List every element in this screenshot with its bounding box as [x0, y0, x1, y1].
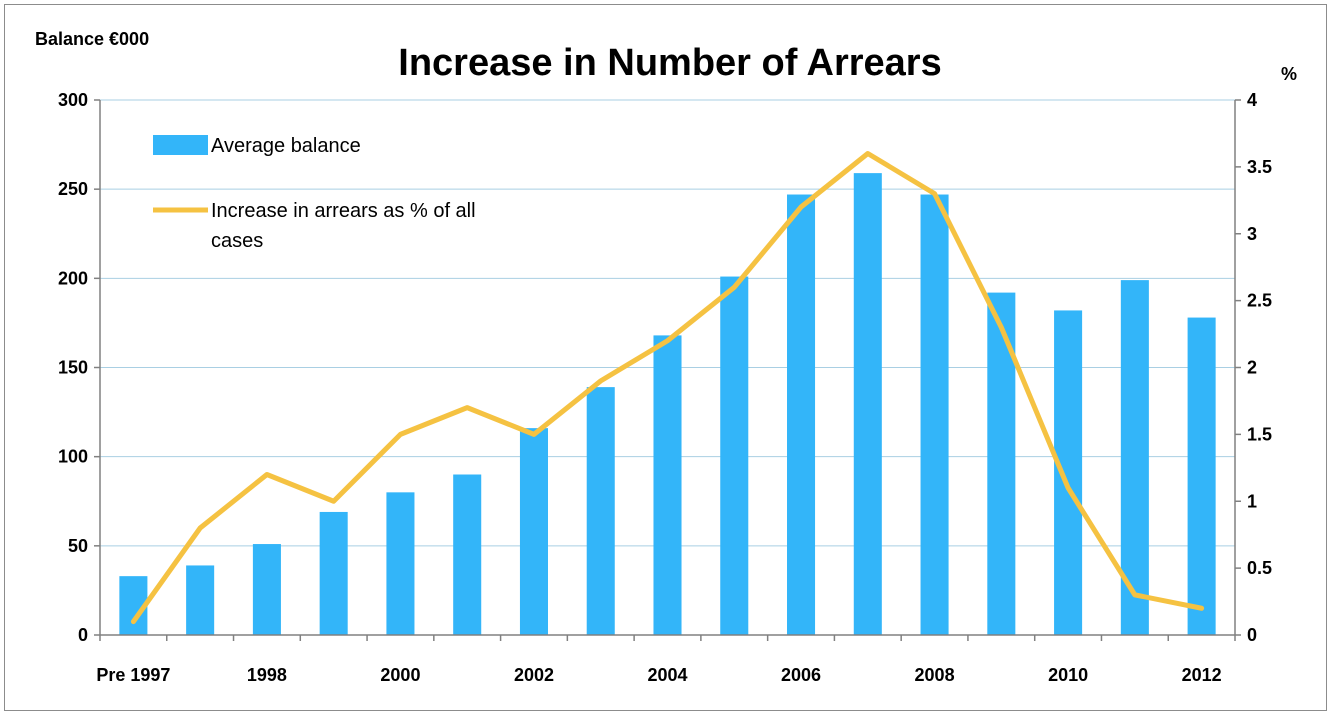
right-tick-label: 1.5 [1247, 424, 1272, 444]
right-tick-label: 2.5 [1247, 291, 1272, 311]
right-tick-label: 3.5 [1247, 157, 1272, 177]
x-tick-label: Pre 1997 [96, 665, 170, 685]
right-tick-label: 3 [1247, 224, 1257, 244]
x-tick-label: 2000 [380, 665, 420, 685]
left-tick-label: 100 [58, 447, 88, 467]
right-tick-label: 0.5 [1247, 558, 1272, 578]
legend-swatch-bar [153, 135, 208, 155]
left-tick-label: 200 [58, 268, 88, 288]
right-tick-label: 1 [1247, 491, 1257, 511]
bar [453, 474, 482, 635]
combo-chart: 0 50 100 150 200 250 300 0 0.5 1 1.5 2 2.5 3 3.5 4 Pre… [35, 29, 1297, 685]
x-tick-label: 2010 [1048, 665, 1088, 685]
bar [1187, 317, 1216, 635]
bar-series [119, 173, 1216, 635]
bar [720, 276, 749, 635]
x-tick-label: 1998 [247, 665, 287, 685]
line-series [130, 151, 1205, 625]
bar [252, 544, 281, 635]
right-axis-unit: % [1281, 64, 1297, 84]
x-tick-label: 2006 [781, 665, 821, 685]
bar [519, 428, 548, 635]
bar [853, 173, 882, 635]
legend: Average balance Increase in arrears as %… [153, 135, 481, 252]
left-tick-label: 300 [58, 90, 88, 110]
bar [586, 387, 615, 635]
right-tick-label: 2 [1247, 358, 1257, 378]
right-tick-label: 0 [1247, 625, 1257, 645]
bar [987, 292, 1016, 635]
x-tick-label: 2004 [647, 665, 687, 685]
bar [787, 194, 816, 635]
x-tick-label: 2002 [514, 665, 554, 685]
chart-title: Increase in Number of Arrears [398, 42, 941, 84]
bar [920, 194, 949, 635]
legend-label-bar: Average balance [211, 135, 361, 157]
left-tick-label: 50 [68, 536, 88, 556]
left-tick-label: 0 [78, 625, 88, 645]
bar [186, 565, 215, 635]
right-tick-label: 4 [1247, 90, 1257, 110]
left-tick-label: 150 [58, 358, 88, 378]
left-tick-label: 250 [58, 179, 88, 199]
right-axis-ticks: 0 0.5 1 1.5 2 2.5 3 3.5 4 [1235, 90, 1272, 645]
x-tick-label: 2008 [915, 665, 955, 685]
bar [319, 511, 348, 635]
legend-label-line-part1: Increase in arrears as % of all [211, 200, 476, 222]
chart-frame: 0 50 100 150 200 250 300 0 0.5 1 1.5 2 2.5 3 3.5 4 Pre… [4, 4, 1327, 711]
legend-label-line: Increase in arrears as % of all cases [211, 200, 481, 252]
bar [386, 492, 415, 635]
x-tick-label: 2012 [1182, 665, 1222, 685]
bar [653, 335, 682, 635]
x-axis-ticks: Pre 1997 1998 2000 2002 2004 2006 2008 2010 2012 [96, 635, 1236, 685]
legend-label-line-part2: cases [211, 230, 263, 252]
left-axis-unit: Balance €000 [35, 29, 149, 49]
bar [1054, 310, 1083, 635]
left-axis-ticks: 0 50 100 150 200 250 300 [58, 90, 100, 645]
